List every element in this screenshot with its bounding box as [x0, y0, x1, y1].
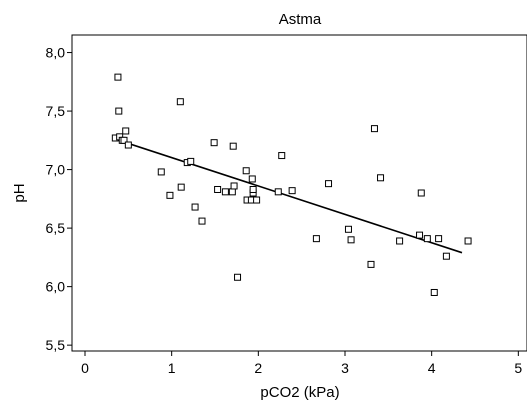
x-tick-label: 1 [168, 360, 176, 376]
x-tick-label: 4 [428, 360, 436, 376]
data-point [396, 237, 404, 245]
data-point [464, 237, 472, 245]
data-point [177, 183, 185, 191]
data-point [176, 98, 184, 106]
data-point [122, 127, 130, 135]
data-point [344, 225, 352, 233]
x-tick-label: 0 [81, 360, 89, 376]
data-point [221, 188, 229, 196]
x-axis-title: pCO2 (kPa) [260, 384, 339, 401]
trendline-group [115, 138, 463, 254]
data-point [249, 185, 257, 193]
data-point [166, 191, 174, 199]
data-point [120, 136, 128, 144]
data-point [435, 235, 443, 243]
data-point [423, 235, 431, 243]
data-point [230, 182, 238, 190]
data-point [278, 152, 286, 160]
data-points [111, 73, 472, 296]
data-point [114, 73, 122, 81]
data-point [191, 203, 199, 211]
chart-title: Astma [279, 11, 322, 28]
data-point [347, 236, 355, 244]
data-point [416, 231, 424, 239]
data-point [234, 273, 242, 281]
x-tick-label: 3 [341, 360, 349, 376]
y-tick-label: 8,0 [46, 45, 66, 61]
x-axis: 0 1 2 3 4 5 [81, 351, 522, 376]
data-point [430, 288, 438, 296]
data-point [187, 157, 195, 165]
data-point [253, 196, 261, 204]
y-axis-title: pH [11, 183, 28, 202]
data-point [377, 174, 385, 182]
data-point [325, 180, 333, 188]
data-point [242, 167, 250, 175]
data-point [214, 185, 222, 193]
data-point [274, 188, 282, 196]
x-tick-label: 5 [514, 360, 522, 376]
y-tick-label: 6,0 [46, 279, 66, 295]
y-tick-label: 7,0 [46, 162, 66, 178]
plot-frame [71, 34, 527, 352]
data-point [229, 142, 237, 150]
data-point [370, 125, 378, 133]
y-tick-label: 5,5 [46, 337, 66, 353]
data-point [442, 252, 450, 260]
data-point [210, 139, 218, 147]
y-axis: 5,5 6,0 6,5 7,0 7,5 8,0 [46, 45, 72, 353]
data-point [248, 175, 256, 183]
regression-line [115, 138, 463, 254]
y-tick-label: 6,5 [46, 220, 66, 236]
data-point [417, 189, 425, 197]
data-point [157, 168, 165, 176]
data-point [367, 260, 375, 268]
data-point [115, 107, 123, 115]
data-point [228, 188, 236, 196]
data-point [312, 235, 320, 243]
x-tick-label: 2 [254, 360, 262, 376]
data-point [288, 187, 296, 195]
data-point [124, 141, 132, 149]
y-tick-label: 7,5 [46, 103, 66, 119]
data-point [198, 217, 206, 225]
